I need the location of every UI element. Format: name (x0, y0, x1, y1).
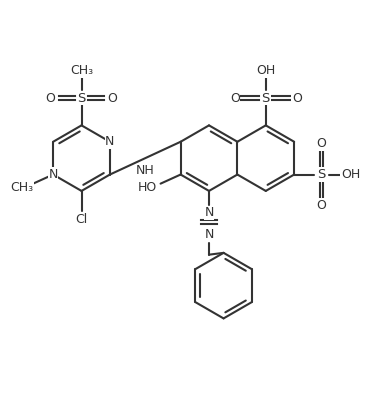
Text: N: N (204, 228, 214, 241)
Text: S: S (77, 92, 86, 104)
Text: OH: OH (256, 64, 275, 77)
Text: S: S (262, 92, 270, 104)
Text: N: N (105, 135, 115, 148)
Text: O: O (108, 92, 117, 104)
Text: O: O (46, 92, 55, 104)
Text: O: O (292, 92, 302, 104)
Text: O: O (317, 137, 326, 150)
Text: N: N (48, 168, 58, 181)
Text: Cl: Cl (75, 213, 88, 226)
Text: CH₃: CH₃ (70, 64, 93, 77)
Text: OH: OH (341, 168, 360, 181)
Text: O: O (230, 92, 240, 104)
Text: O: O (317, 199, 326, 212)
Text: S: S (317, 168, 326, 181)
Text: CH₃: CH₃ (11, 181, 34, 194)
Text: N: N (204, 206, 214, 219)
Text: HO: HO (138, 181, 157, 194)
Text: NH: NH (136, 164, 155, 178)
